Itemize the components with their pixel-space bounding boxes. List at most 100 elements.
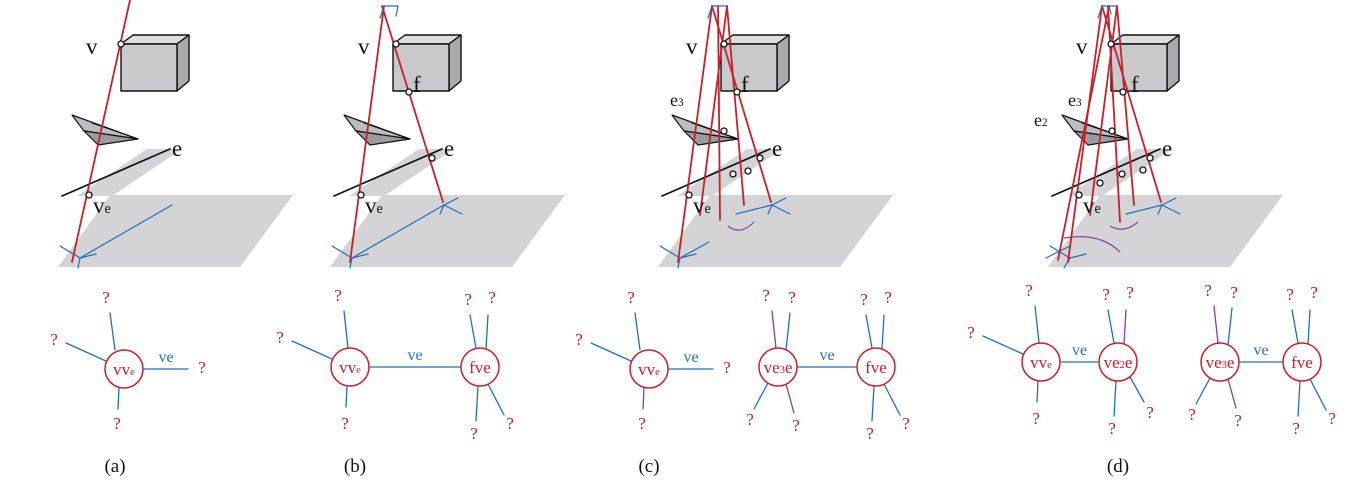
- right-spoke-bottom-edge: [1113, 380, 1117, 417]
- blue-ray-tip: [1108, 5, 1112, 15]
- blue-ground-segment: [735, 204, 773, 215]
- right-spoke-top-question: ?: [860, 290, 868, 309]
- left-node-label-tail: e: [785, 358, 793, 377]
- blue-ray-tip: [379, 5, 385, 19]
- node-label: vve: [638, 360, 660, 379]
- edge-label: ve: [407, 347, 422, 364]
- right-node-label: fve: [469, 358, 491, 377]
- red-ray: [726, 5, 745, 206]
- right-spoke-bottom2-question: ?: [1146, 403, 1154, 422]
- right-node-label-tail: e: [1125, 353, 1133, 372]
- node-circle: [104, 349, 144, 389]
- right-spoke-bottom2-question: ?: [902, 414, 910, 433]
- node-label-sub: e: [130, 367, 135, 378]
- graph-panel-b-pair-0: ve???? ??? vve fve: [276, 286, 514, 443]
- label-v: v: [1076, 34, 1088, 59]
- label-e: e: [1162, 136, 1172, 161]
- left-spoke-bottom-question: ?: [746, 410, 754, 429]
- right-node-label: fve: [1291, 353, 1313, 372]
- blue-ray-tip: [395, 5, 399, 17]
- edge-e-line: [61, 148, 171, 197]
- left-spoke-left-edge: [291, 340, 333, 360]
- right-node-label-sub: 2: [1120, 360, 1125, 371]
- left-spoke-top-question: ?: [334, 286, 342, 305]
- label-ve-main: v: [365, 193, 377, 218]
- blue-ground-segment: [59, 245, 81, 259]
- left-spoke-top2-edge: [785, 312, 791, 351]
- box-front-face: [120, 43, 178, 92]
- intersection-dot: [1108, 127, 1116, 135]
- edge-label: ve: [819, 347, 834, 364]
- left-spoke-bottom2-question: ?: [1234, 411, 1242, 430]
- label-e2: e2: [1034, 110, 1048, 130]
- intersection-dot: [744, 167, 752, 175]
- edge-label: ve: [1072, 342, 1087, 359]
- node-label-main: vv: [113, 360, 131, 379]
- left-spoke-left-question: ?: [967, 323, 975, 342]
- blue-ground-segment: [677, 257, 681, 269]
- intersection-dot: [1096, 179, 1104, 187]
- right-spoke-top-edge: [865, 314, 873, 349]
- intersection-dot: [733, 88, 741, 96]
- right-spoke-top-edge: [1107, 309, 1115, 344]
- left-node-label: vve: [339, 358, 361, 377]
- label-e: e: [172, 136, 182, 161]
- label-ve: ve: [93, 193, 111, 218]
- red-ray: [1057, 5, 1110, 261]
- left-spoke-top2-question: ?: [788, 288, 796, 307]
- edge-label: ve: [158, 349, 173, 366]
- right-spoke-bottom2-edge: [1309, 378, 1327, 411]
- label-ve: ve: [1083, 193, 1101, 218]
- graph-panel-c-single: ???? ve vve: [575, 288, 731, 433]
- spoke-top-question: ?: [627, 288, 635, 307]
- intersection-dot: [729, 170, 737, 178]
- label-f: f: [413, 72, 421, 97]
- spoke-right-question: ?: [723, 358, 731, 377]
- left-node-label: ve3e: [1206, 353, 1235, 372]
- left-node-label-main: ve: [764, 358, 780, 377]
- right-node-label: fve: [865, 358, 887, 377]
- blue-ground-segment: [79, 204, 173, 259]
- label-ve-sub: e: [705, 201, 711, 217]
- left-spoke-bottom-edge: [1036, 380, 1039, 403]
- label-e3-sub: 3: [678, 97, 684, 109]
- graph-panel-a-single: ???? ve vve: [50, 288, 206, 433]
- label-ve: ve: [693, 193, 711, 218]
- red-ray: [1067, 5, 1103, 263]
- right-spoke-bottom-edge: [1297, 380, 1301, 417]
- left-spoke-top-question: ?: [1025, 281, 1033, 300]
- right-spoke-top-edge: [469, 314, 477, 349]
- blue-ground-segment: [351, 253, 369, 259]
- blue-ground-segment: [79, 253, 97, 259]
- label-v: v: [686, 34, 698, 59]
- right-spoke-bottom-edge: [871, 385, 875, 422]
- red-ray: [1101, 5, 1162, 203]
- right-spoke-top2-question: ?: [1126, 283, 1134, 302]
- caption-c: (c): [638, 456, 659, 477]
- blue-ray-tip: [1097, 5, 1103, 19]
- label-ve-sub: e: [105, 201, 111, 217]
- red-ray: [677, 5, 713, 263]
- left-spoke-bottom-question: ?: [1188, 405, 1196, 424]
- left-spoke-top2-question: ?: [1230, 283, 1238, 302]
- right-spoke-top-edge: [1291, 309, 1299, 344]
- left-node-label: ve3e: [764, 358, 793, 377]
- blue-ground-segment: [1125, 204, 1163, 215]
- edge-e-line: [661, 148, 771, 197]
- vertex-v-dot: [720, 40, 728, 48]
- spoke-left-edge: [590, 342, 632, 362]
- blue-ground-segment: [771, 197, 787, 206]
- label-f: f: [741, 72, 749, 97]
- graph-panel-c-pair-1: ve????? ???ve3e fve: [746, 286, 910, 443]
- left-spoke-top-question: ?: [762, 286, 770, 305]
- left-node-circle: [758, 347, 798, 387]
- left-spoke-bottom-question: ?: [1032, 409, 1040, 428]
- node-circle: [629, 349, 669, 389]
- blue-ground-segment: [1045, 245, 1071, 259]
- right-spoke-bottom-question: ?: [866, 424, 874, 443]
- box-side-face: [448, 34, 462, 92]
- blue-ground-segment: [443, 204, 463, 215]
- blue-ground-segment: [659, 245, 681, 259]
- edge-label: ve: [683, 349, 698, 366]
